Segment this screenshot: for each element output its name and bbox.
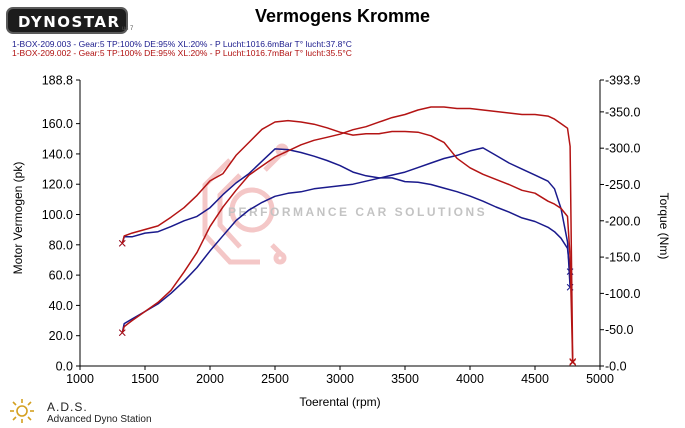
y-right-tick-label: -393.9 xyxy=(605,74,640,88)
x-tick-label: 5000 xyxy=(586,372,614,386)
chart-axes: 1000 1500 2000 2500 3000 3500 4000 4500 5000 0.0 2… xyxy=(42,74,641,387)
y-right-tick-label: -200.0 xyxy=(605,214,640,228)
y-axis-label-right: Torque (Nm) xyxy=(657,193,671,260)
series-end-marker-2 xyxy=(569,359,577,366)
series-line-1 xyxy=(121,147,571,333)
x-tick-label: 4500 xyxy=(521,372,549,386)
x-tick-label: 2500 xyxy=(261,372,289,386)
y-left-tick-label: 60.0 xyxy=(49,269,73,283)
y-left-tick-label: 40.0 xyxy=(49,299,73,313)
x-axis-label: Toerental (rpm) xyxy=(299,395,380,409)
logo-subtext: us 7 xyxy=(122,26,134,32)
chart-title: Vermogens Kromme xyxy=(254,6,431,26)
run-info-2: 1-BOX-209.002 - Gear:5 TP:100% DE:95% XL… xyxy=(12,48,352,58)
watermark-gear-icon xyxy=(202,143,289,265)
y-right-tick-label: -250.0 xyxy=(605,178,640,192)
footer-subtitle: Advanced Dyno Station xyxy=(47,414,152,425)
watermark: PERFORMANCE CAR SOLUTIONS xyxy=(202,143,487,265)
x-tick-label: 3000 xyxy=(326,372,354,386)
x-tick-label: 2000 xyxy=(196,372,224,386)
y-right-tick-label: -350.0 xyxy=(605,105,640,119)
y-left-tick-label: 0.0 xyxy=(56,360,73,374)
y-right-tick-label: -150.0 xyxy=(605,251,640,265)
watermark-text: PERFORMANCE CAR SOLUTIONS xyxy=(228,205,487,219)
x-tick-label: 1500 xyxy=(131,372,159,386)
series-end-marker-3 xyxy=(569,358,577,365)
y-left-tick-label: 188.8 xyxy=(42,74,73,88)
y-right-tick-label: -50.0 xyxy=(605,323,634,337)
series-line-3 xyxy=(121,106,574,362)
footer-title: A.D.S. xyxy=(47,400,88,414)
y-left-tick-label: 160.0 xyxy=(42,117,73,131)
ads-sun-icon xyxy=(10,399,34,423)
y-left-tick-label: 20.0 xyxy=(49,329,73,343)
x-tick-label: 1000 xyxy=(66,372,94,386)
y-left-tick-label: 120.0 xyxy=(42,178,73,192)
x-tick-label: 4000 xyxy=(456,372,484,386)
dynostar-logo: DYNOSTAR xyxy=(6,7,128,34)
chart-series xyxy=(118,106,577,366)
series-line-2 xyxy=(121,119,574,363)
y-left-tick-label: 100.0 xyxy=(42,208,73,222)
y-right-tick-label: -300.0 xyxy=(605,142,640,156)
y-axis-label-left: Motor Vermogen (pk) xyxy=(11,162,25,275)
run-info-1: 1-BOX-209.003 - Gear:5 TP:100% DE:95% XL… xyxy=(12,39,352,49)
series-start-marker-2 xyxy=(118,239,126,247)
series-start-marker-3 xyxy=(118,329,126,337)
y-right-tick-label: -100.0 xyxy=(605,287,640,301)
y-left-tick-label: 80.0 xyxy=(49,238,73,252)
x-tick-label: 3500 xyxy=(391,372,419,386)
y-left-tick-label: 140.0 xyxy=(42,147,73,161)
y-right-tick-label: -0.0 xyxy=(605,360,627,374)
series-line-0 xyxy=(121,148,571,272)
